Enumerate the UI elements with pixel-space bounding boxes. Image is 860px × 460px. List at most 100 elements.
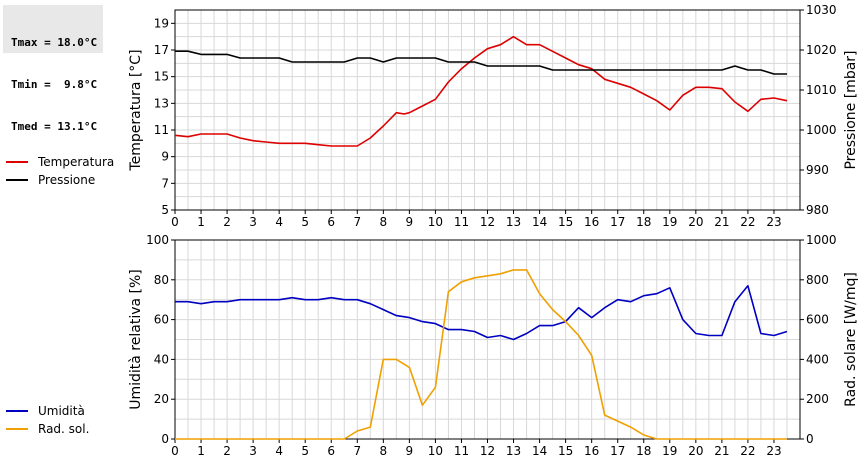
top-x-tick-label: 6 bbox=[327, 215, 335, 229]
tmin-text: Tmin = 9.8°C bbox=[11, 78, 98, 91]
top-x-tick-label: 9 bbox=[406, 215, 414, 229]
bottom-y2-tick-label: 0 bbox=[806, 432, 814, 446]
tmed-text: Tmed = 13.1°C bbox=[11, 120, 98, 133]
tmax-text: Tmax = 18.0°C bbox=[11, 36, 98, 49]
stats-box: Tmax = 18.0°C Tmin = 9.8°C Tmed = 13.1°C bbox=[3, 5, 103, 133]
bottom-x-tick-label: 22 bbox=[740, 444, 755, 458]
top-y2-tick-label: 980 bbox=[806, 203, 829, 217]
bottom-x-tick-label: 14 bbox=[532, 444, 547, 458]
legend-swatch-umidita bbox=[6, 410, 28, 412]
bottom-x-tick-label: 20 bbox=[688, 444, 703, 458]
top-x-tick-label: 15 bbox=[558, 215, 573, 229]
top-y2-tick-label: 1030 bbox=[806, 3, 837, 17]
bottom-x-tick-label: 19 bbox=[662, 444, 677, 458]
top-y-tick-label: 17 bbox=[154, 43, 169, 57]
bottom-y-axis-label: Umidità relativa [%] bbox=[128, 269, 144, 410]
top-x-tick-label: 10 bbox=[428, 215, 443, 229]
top-x-tick-label: 2 bbox=[223, 215, 231, 229]
top-y-tick-label: 11 bbox=[154, 123, 169, 137]
top-y-tick-label: 19 bbox=[154, 16, 169, 30]
top-x-tick-label: 4 bbox=[275, 215, 283, 229]
top-y-tick-label: 9 bbox=[161, 150, 169, 164]
legend-label-radsol: Rad. sol. bbox=[38, 422, 90, 436]
bottom-x-tick-label: 0 bbox=[171, 444, 179, 458]
bottom-y2-axis-label: Rad. solare [W/mq] bbox=[843, 272, 859, 407]
bottom-legend: Umidità Rad. sol. bbox=[6, 402, 89, 438]
bottom-x-tick-label: 23 bbox=[766, 444, 781, 458]
bottom-x-tick-label: 12 bbox=[480, 444, 495, 458]
legend-label-umidita: Umidità bbox=[38, 404, 85, 418]
top-y-tick-label: 13 bbox=[154, 96, 169, 110]
legend-label-pressione: Pressione bbox=[38, 173, 96, 187]
top-x-tick-label: 14 bbox=[532, 215, 547, 229]
top-x-tick-label: 22 bbox=[740, 215, 755, 229]
top-x-tick-label: 0 bbox=[171, 215, 179, 229]
top-y2-axis-label: Pressione [mbar] bbox=[843, 50, 859, 169]
top-y-tick-label: 5 bbox=[161, 203, 169, 217]
top-x-tick-label: 13 bbox=[506, 215, 521, 229]
bottom-y2-tick-label: 200 bbox=[806, 392, 829, 406]
top-y2-tick-label: 990 bbox=[806, 163, 829, 177]
top-y2-tick-label: 1010 bbox=[806, 83, 837, 97]
bottom-x-tick-label: 11 bbox=[454, 444, 469, 458]
legend-swatch-radsol bbox=[6, 428, 28, 430]
bottom-x-tick-label: 21 bbox=[714, 444, 729, 458]
bottom-x-tick-label: 7 bbox=[353, 444, 361, 458]
legend-item-umidita: Umidità bbox=[6, 402, 89, 420]
top-y-tick-label: 7 bbox=[161, 176, 169, 190]
bottom-x-tick-label: 4 bbox=[275, 444, 283, 458]
bottom-y-tick-label: 40 bbox=[154, 352, 169, 366]
top-x-tick-label: 23 bbox=[766, 215, 781, 229]
top-series-temperatura-line bbox=[174, 35, 788, 147]
top-x-tick-label: 11 bbox=[454, 215, 469, 229]
legend-swatch-temperatura bbox=[6, 161, 28, 163]
bottom-y-tick-label: 60 bbox=[154, 313, 169, 327]
top-x-tick-label: 16 bbox=[584, 215, 599, 229]
top-y-tick-label: 15 bbox=[154, 70, 169, 84]
bottom-y2-tick-label: 1000 bbox=[806, 233, 837, 247]
bottom-x-tick-label: 1 bbox=[197, 444, 205, 458]
top-x-tick-label: 8 bbox=[380, 215, 388, 229]
bottom-y2-tick-label: 400 bbox=[806, 352, 829, 366]
bottom-y2-tick-label: 800 bbox=[806, 273, 829, 287]
bottom-x-tick-label: 15 bbox=[558, 444, 573, 458]
top-x-tick-label: 21 bbox=[714, 215, 729, 229]
top-x-tick-label: 12 bbox=[480, 215, 495, 229]
top-x-tick-label: 1 bbox=[197, 215, 205, 229]
bottom-y-tick-label: 20 bbox=[154, 392, 169, 406]
top-x-tick-label: 19 bbox=[662, 215, 677, 229]
legend-item-temperatura: Temperatura bbox=[6, 153, 114, 171]
bottom-y-tick-label: 0 bbox=[161, 432, 169, 446]
legend-label-temperatura: Temperatura bbox=[38, 155, 115, 169]
top-legend: Temperatura Pressione bbox=[6, 153, 114, 189]
bottom-x-tick-label: 17 bbox=[610, 444, 625, 458]
top-x-tick-label: 18 bbox=[636, 215, 651, 229]
top-y2-tick-label: 1000 bbox=[806, 123, 837, 137]
bottom-x-tick-label: 6 bbox=[327, 444, 335, 458]
top-x-tick-label: 7 bbox=[353, 215, 361, 229]
bottom-x-tick-label: 5 bbox=[301, 444, 309, 458]
bottom-x-tick-label: 16 bbox=[584, 444, 599, 458]
bottom-x-tick-label: 8 bbox=[380, 444, 388, 458]
top-y2-tick-label: 1020 bbox=[806, 43, 837, 57]
top-x-tick-label: 5 bbox=[301, 215, 309, 229]
bottom-x-tick-label: 2 bbox=[223, 444, 231, 458]
bottom-x-tick-label: 9 bbox=[406, 444, 414, 458]
bottom-x-tick-label: 13 bbox=[506, 444, 521, 458]
legend-item-pressione: Pressione bbox=[6, 171, 114, 189]
top-x-tick-label: 17 bbox=[610, 215, 625, 229]
top-x-tick-label: 20 bbox=[688, 215, 703, 229]
bottom-y-tick-label: 100 bbox=[146, 233, 169, 247]
bottom-x-tick-label: 3 bbox=[249, 444, 257, 458]
bottom-x-tick-label: 18 bbox=[636, 444, 651, 458]
bottom-y-tick-label: 80 bbox=[154, 273, 169, 287]
top-series-pressione-line bbox=[175, 50, 787, 75]
bottom-y2-tick-label: 600 bbox=[806, 313, 829, 327]
legend-item-radsol: Rad. sol. bbox=[6, 420, 89, 438]
top-x-tick-label: 3 bbox=[249, 215, 257, 229]
top-y-axis-label: Temperatura [°C] bbox=[128, 49, 144, 171]
bottom-x-tick-label: 10 bbox=[428, 444, 443, 458]
bottom-series-umidit-line bbox=[175, 284, 788, 341]
bottom-series-rad-sol-line bbox=[175, 269, 787, 440]
